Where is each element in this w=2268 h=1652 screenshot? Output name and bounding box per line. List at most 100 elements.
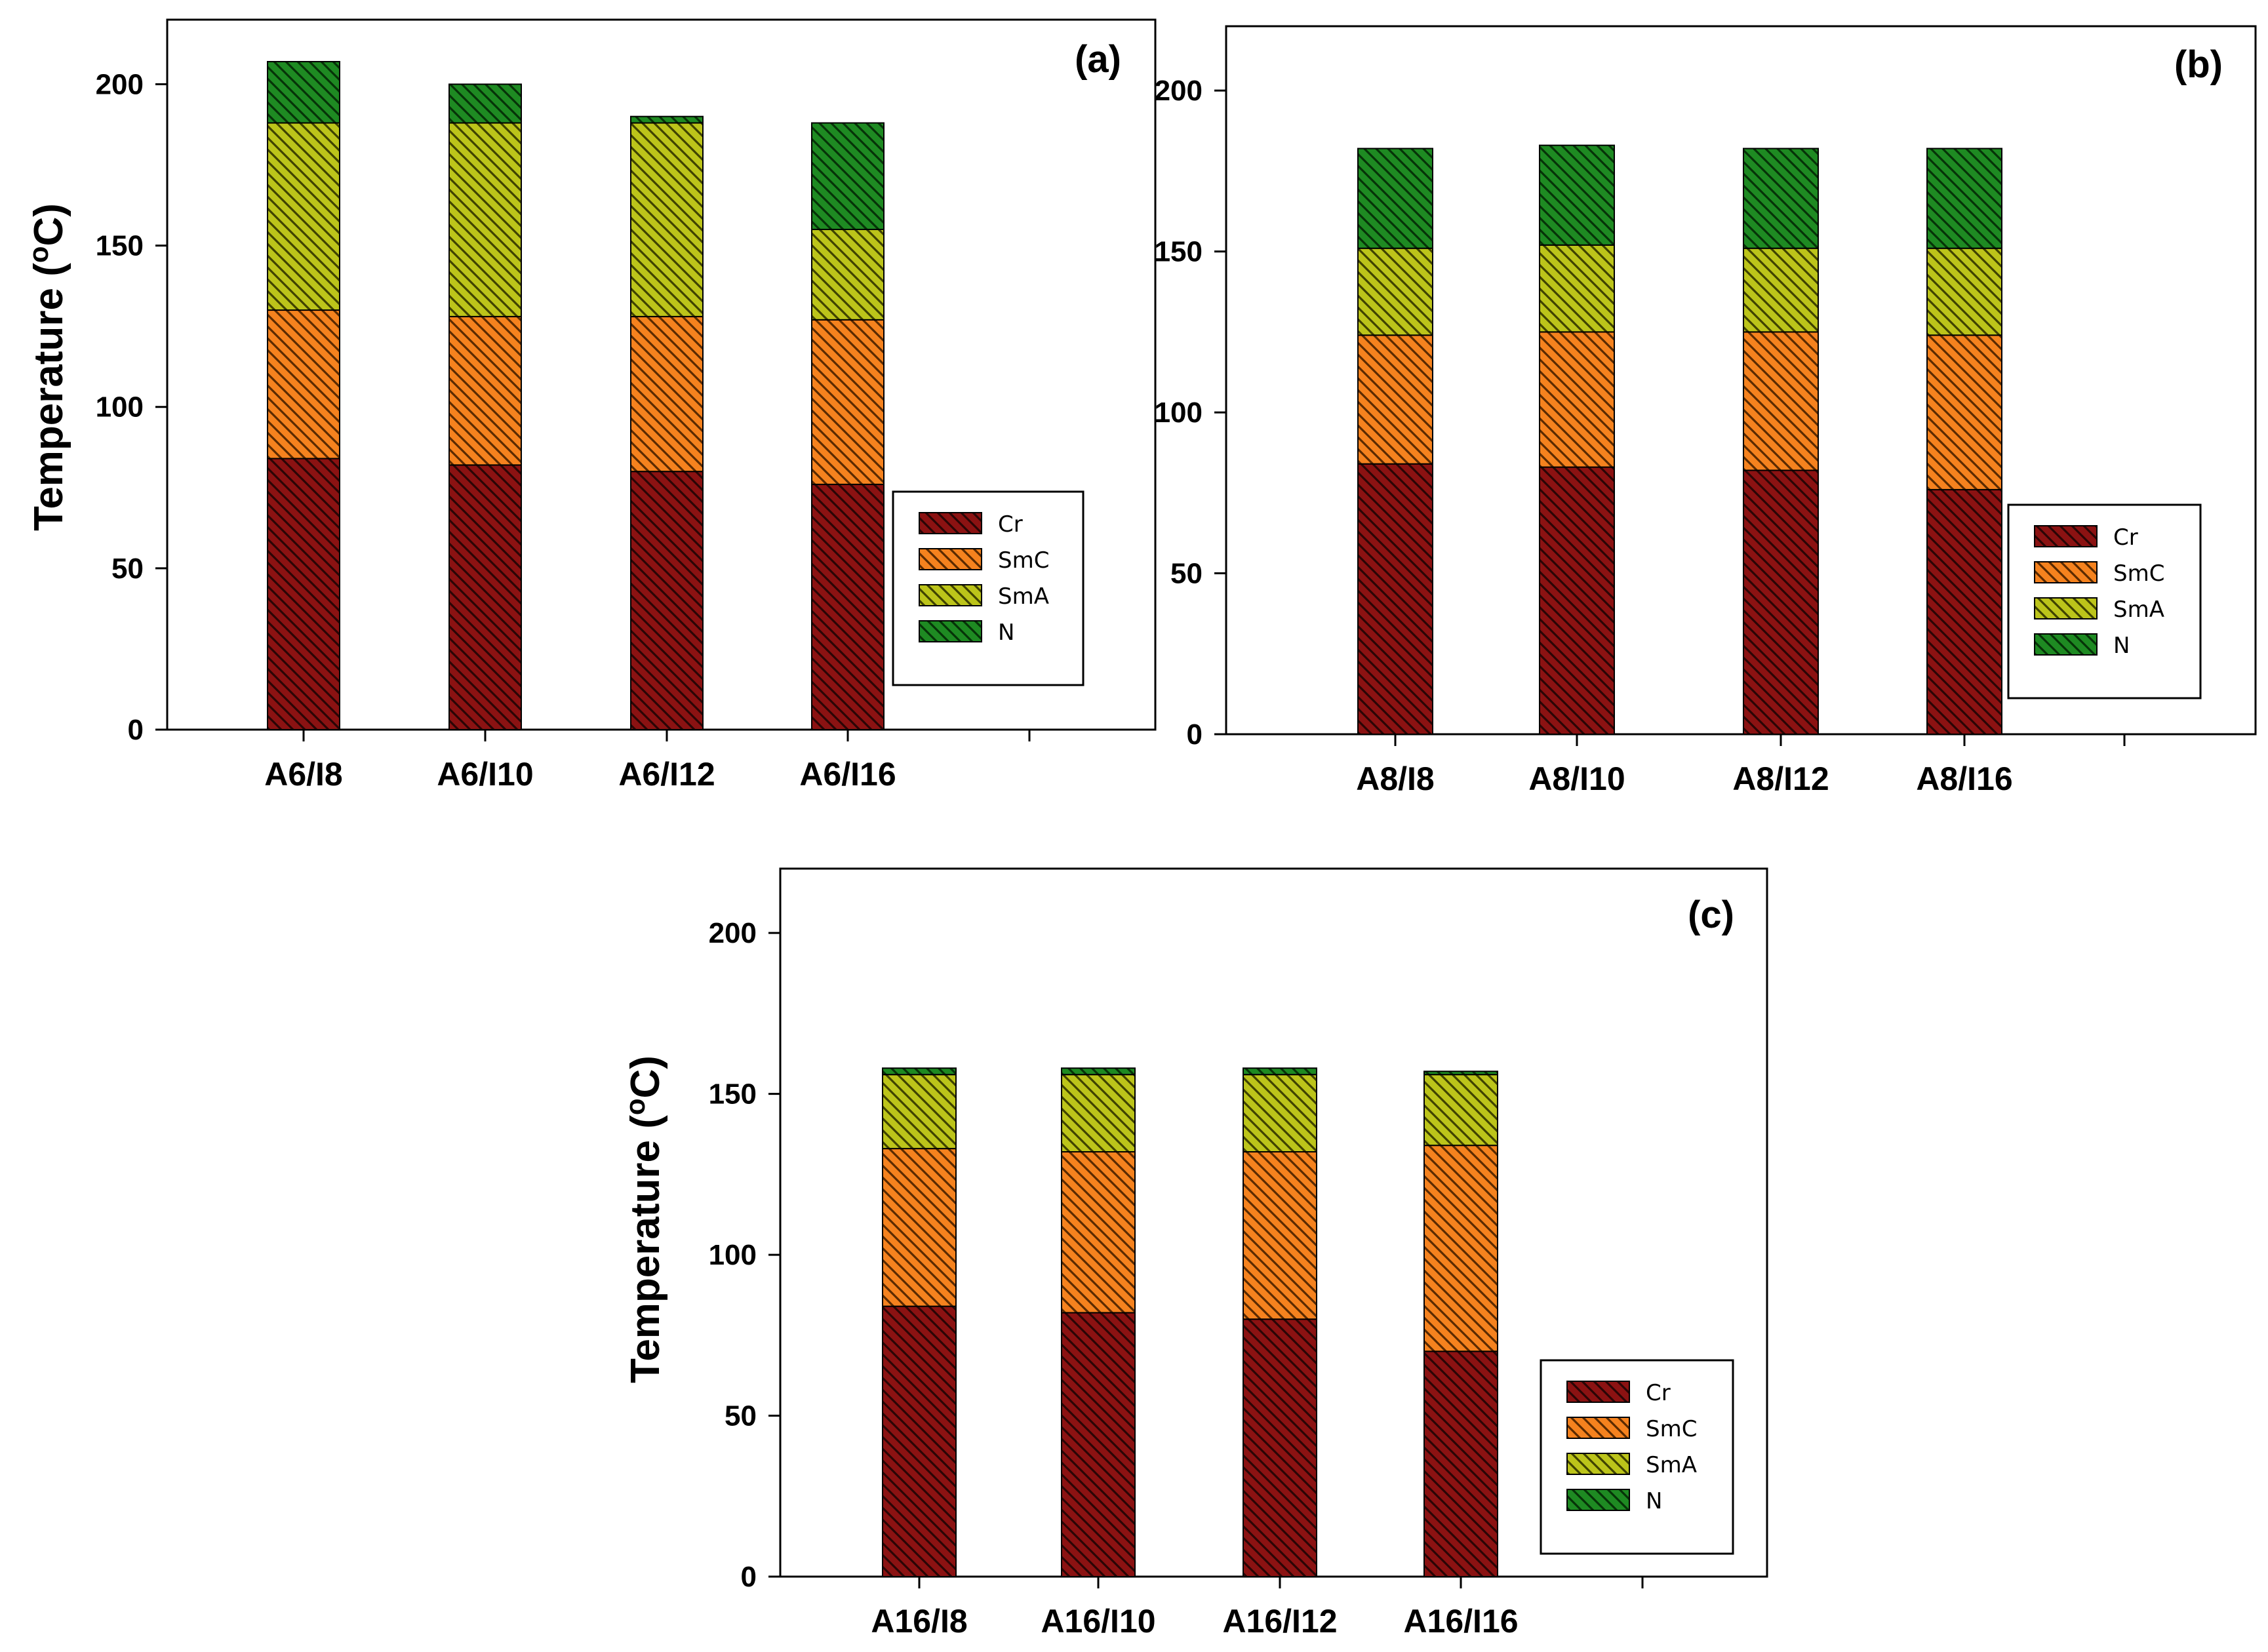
panel-tag: (a) <box>1075 38 1121 81</box>
bar-smc-a8-i12 <box>1743 331 1819 471</box>
legend-label-smc: SmC <box>2113 560 2164 587</box>
bar-cr-a8-i8 <box>1357 463 1433 735</box>
y-tick-label: 50 <box>111 553 144 585</box>
y-tick-label: 200 <box>96 68 144 100</box>
bar-cr-a6-i16 <box>811 483 885 730</box>
x-tick-label: A16/I16 <box>1403 1603 1518 1640</box>
y-tick-label: 0 <box>128 714 144 746</box>
bar-n-a6-i8 <box>267 60 340 124</box>
panel-tag: (c) <box>1688 894 1734 936</box>
legend-label-cr: Cr <box>1646 1380 1671 1406</box>
legend-label-sma: SmA <box>1646 1452 1697 1478</box>
bar-n-a6-i12 <box>630 115 704 124</box>
bar-smc-a6-i12 <box>630 315 704 473</box>
legend-swatch-n <box>1566 1489 1630 1511</box>
bar-cr-a16-i12 <box>1243 1318 1317 1577</box>
legend-label-sma: SmA <box>2113 597 2164 623</box>
y-tick-label: 100 <box>709 1239 757 1271</box>
bar-n-a16-i8 <box>882 1067 957 1076</box>
x-tick-label: A16/I12 <box>1222 1603 1337 1640</box>
bar-n-a8-i12 <box>1743 148 1819 249</box>
legend-swatch-smc <box>1566 1417 1630 1439</box>
legend-label-smc: SmC <box>1646 1416 1697 1442</box>
legend-label-n: N <box>998 620 1014 646</box>
x-tick-label: A6/I16 <box>799 756 896 793</box>
y-tick-label: 150 <box>96 230 144 262</box>
bar-cr-a6-i12 <box>630 471 704 730</box>
legend: Cr SmC SmA N <box>2007 503 2202 699</box>
x-tick-label: A8/I16 <box>1916 760 2012 797</box>
bar-smc-a16-i8 <box>882 1148 957 1307</box>
panel-tag: (b) <box>2174 43 2223 86</box>
legend: Cr SmC SmA N <box>892 490 1084 686</box>
bar-n-a6-i16 <box>811 122 885 230</box>
bar-cr-a6-i10 <box>448 464 522 730</box>
bar-cr-a8-i16 <box>1926 488 2002 736</box>
legend-swatch-n <box>919 620 982 642</box>
legend-swatch-smc <box>2034 561 2098 583</box>
y-tick-label: 200 <box>709 917 757 949</box>
bar-sma-a6-i8 <box>267 122 340 311</box>
legend-swatch-sma <box>2034 597 2098 620</box>
bar-cr-a16-i8 <box>882 1305 957 1577</box>
bar-n-a16-i10 <box>1061 1067 1136 1076</box>
bar-cr-a16-i16 <box>1423 1350 1498 1577</box>
x-tick-label: A6/I12 <box>618 756 715 793</box>
bar-smc-a8-i16 <box>1926 334 2002 490</box>
bar-smc-a8-i10 <box>1539 331 1615 468</box>
legend-swatch-cr <box>1566 1381 1630 1403</box>
bar-sma-a8-i10 <box>1539 244 1615 333</box>
panel-c: 0 50 100 150 200 A16/I8 A16/I10 A16/I12 A16/I16 T… <box>620 867 1768 1640</box>
y-tick-label: 150 <box>1155 236 1203 268</box>
y-axis-label: Temperature (oC) <box>23 203 71 531</box>
bar-n-a8-i10 <box>1539 144 1615 246</box>
y-tick-label: 50 <box>725 1400 757 1432</box>
bar-smc-a16-i10 <box>1061 1151 1136 1314</box>
panel-b: 0 50 100 150 200 A8/I8 A8/I10 A8/I12 A8/I16 (b) Cr… <box>1155 25 2257 797</box>
bar-smc-a6-i16 <box>811 319 885 485</box>
x-tick-label: A8/I10 <box>1528 760 1625 797</box>
bar-smc-a8-i8 <box>1357 334 1433 465</box>
bar-cr-a8-i10 <box>1539 466 1615 736</box>
x-tick-label: A8/I12 <box>1732 760 1829 797</box>
bar-n-a8-i16 <box>1926 148 2002 249</box>
bar-sma-a6-i12 <box>630 122 704 317</box>
x-tick-label: A6/I8 <box>264 756 343 793</box>
bar-n-a8-i8 <box>1357 148 1433 249</box>
bar-cr-a8-i12 <box>1743 469 1819 735</box>
bar-sma-a16-i16 <box>1423 1074 1498 1147</box>
bar-n-a6-i10 <box>448 83 522 124</box>
bar-cr-a16-i10 <box>1061 1312 1136 1578</box>
bar-n-a16-i16 <box>1423 1071 1498 1076</box>
legend-label-cr: Cr <box>998 511 1023 538</box>
x-tick-label: A16/I10 <box>1041 1603 1155 1640</box>
legend-label-sma: SmA <box>998 583 1049 610</box>
bar-sma-a8-i16 <box>1926 247 2002 336</box>
legend-swatch-smc <box>919 548 982 570</box>
bar-smc-a6-i8 <box>267 309 340 460</box>
x-tick-label: A8/I8 <box>1356 760 1435 797</box>
plot-frame <box>1225 25 2257 736</box>
y-axis-label: Temperature (oC) <box>620 1055 668 1383</box>
legend-swatch-sma <box>919 584 982 606</box>
bar-smc-a6-i10 <box>448 315 522 466</box>
bar-sma-a6-i16 <box>811 228 885 321</box>
y-tick-label: 100 <box>96 391 144 423</box>
y-tick-label: 200 <box>1155 75 1203 107</box>
legend: Cr SmC SmA N <box>1540 1359 1734 1555</box>
bar-smc-a16-i12 <box>1243 1151 1317 1320</box>
y-tick-label: 50 <box>1170 558 1203 590</box>
x-tick-label: A6/I10 <box>437 756 533 793</box>
bar-sma-a16-i10 <box>1061 1074 1136 1152</box>
bar-sma-a16-i8 <box>882 1074 957 1150</box>
legend-label-cr: Cr <box>2113 524 2138 551</box>
x-tick-label: A16/I8 <box>871 1603 967 1640</box>
bar-sma-a16-i12 <box>1243 1074 1317 1152</box>
legend-label-smc: SmC <box>998 547 1049 574</box>
y-tick-label: 0 <box>741 1561 757 1593</box>
legend-swatch-n <box>2034 633 2098 656</box>
bar-sma-a8-i12 <box>1743 247 1819 333</box>
legend-swatch-cr <box>2034 525 2098 547</box>
legend-swatch-cr <box>919 512 982 534</box>
